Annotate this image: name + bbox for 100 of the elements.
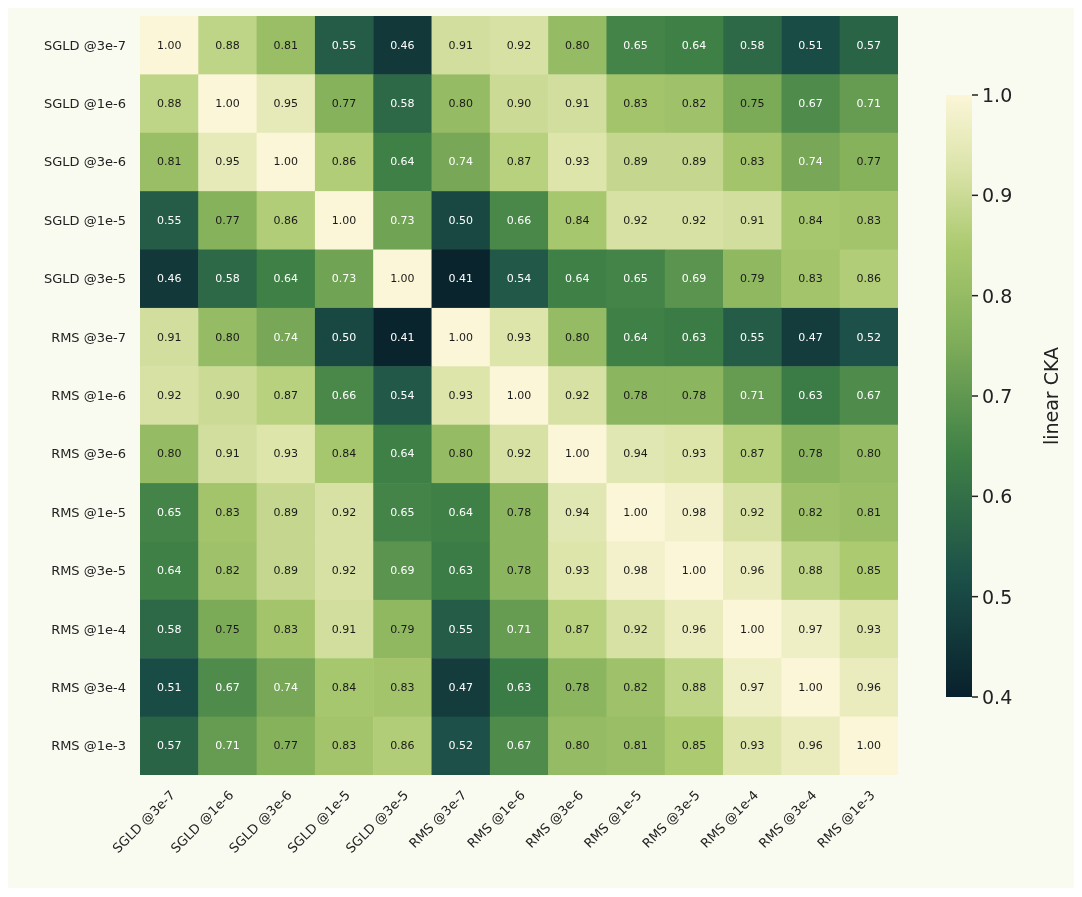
data-label: 0.91: [156, 330, 182, 344]
data-label: 0.87: [565, 622, 590, 636]
data-label: 0.67: [798, 97, 823, 111]
color-bar-label: 0.9: [982, 184, 1013, 207]
y-tick-label: RMS @3e-5: [51, 563, 126, 579]
data-label: 0.69: [390, 564, 415, 578]
data-label: 0.65: [623, 38, 648, 52]
data-label: 0.77: [331, 97, 357, 111]
data-label: 0.66: [331, 389, 357, 402]
data-label: 0.92: [156, 389, 182, 402]
data-label: 0.91: [215, 447, 240, 461]
data-label: 0.55: [331, 38, 357, 52]
data-label: 0.83: [273, 622, 299, 636]
data-label: 0.86: [331, 155, 357, 169]
color-bar-label: 0.8: [982, 284, 1013, 307]
data-label: 0.93: [506, 330, 532, 344]
data-label: 0.65: [390, 505, 415, 519]
data-label: 0.78: [506, 505, 532, 519]
data-label: 0.81: [273, 38, 299, 52]
data-label: 0.94: [623, 447, 648, 461]
data-label: 0.83: [331, 739, 357, 753]
data-label: 0.47: [798, 330, 823, 344]
data-label: 0.86: [390, 739, 415, 753]
data-label: 0.84: [798, 213, 823, 227]
data-label: 0.93: [856, 622, 882, 636]
data-label: 0.86: [856, 272, 882, 286]
data-label: 0.89: [273, 505, 299, 519]
data-label: 0.73: [331, 272, 357, 286]
data-label: 0.92: [565, 389, 590, 402]
data-label: 0.83: [798, 272, 823, 286]
data-label: 0.64: [565, 272, 590, 286]
data-label: 0.64: [273, 272, 299, 286]
data-label: 0.88: [681, 680, 707, 694]
color-bar-label: 0.5: [982, 585, 1013, 608]
data-label: 0.80: [565, 330, 590, 344]
data-label: 0.92: [506, 447, 532, 461]
data-label: 1.00: [506, 389, 532, 402]
data-label: 1.00: [448, 330, 473, 344]
data-label: 0.77: [215, 213, 240, 227]
data-label: 0.93: [448, 389, 473, 402]
y-tick-label: SGLD @1e-6: [44, 96, 126, 112]
data-label: 0.63: [798, 389, 823, 402]
data-label: 0.84: [565, 213, 590, 227]
data-label: 0.54: [390, 389, 415, 402]
data-label: 0.84: [331, 447, 357, 461]
data-label: 0.83: [856, 213, 882, 227]
data-label: 0.83: [390, 680, 415, 694]
data-label: 1.00: [215, 97, 240, 111]
data-label: 0.92: [681, 213, 707, 227]
data-label: 0.96: [856, 680, 882, 694]
data-label: 0.71: [506, 622, 532, 636]
data-label: 0.80: [448, 447, 473, 461]
data-label: 0.82: [215, 564, 240, 578]
color-bar-title: linear CKA: [1040, 346, 1062, 446]
data-label: 1.00: [681, 564, 707, 578]
data-label: 0.80: [156, 447, 182, 461]
data-label: 0.96: [798, 739, 823, 753]
data-label: 0.91: [565, 97, 590, 111]
y-tick-label: RMS @1e-5: [51, 504, 126, 520]
data-label: 0.92: [331, 505, 357, 519]
data-label: 0.78: [565, 680, 590, 694]
y-tick-label: SGLD @3e-6: [44, 154, 126, 170]
data-label: 0.93: [273, 447, 299, 461]
data-label: 0.64: [448, 505, 473, 519]
data-label: 0.91: [331, 622, 357, 636]
data-label: 0.89: [681, 155, 707, 169]
data-label: 0.79: [390, 622, 415, 636]
data-label: 0.74: [273, 680, 299, 694]
data-label: 1.00: [798, 680, 823, 694]
data-label: 0.63: [506, 680, 532, 694]
data-label: 0.98: [623, 564, 648, 578]
data-label: 0.93: [565, 155, 590, 169]
data-label: 1.00: [273, 155, 299, 169]
data-label: 0.63: [681, 330, 707, 344]
data-label: 0.98: [681, 505, 707, 519]
data-label: 0.71: [215, 739, 240, 753]
data-label: 0.51: [156, 680, 182, 694]
data-label: 1.00: [739, 622, 765, 636]
data-label: 0.96: [681, 622, 707, 636]
data-label: 0.69: [681, 272, 707, 286]
data-label: 0.52: [856, 330, 882, 344]
data-label: 0.73: [390, 213, 415, 227]
data-label: 0.41: [448, 272, 473, 286]
data-label: 0.67: [215, 680, 240, 694]
data-label: 0.78: [798, 447, 823, 461]
data-label: 0.71: [856, 97, 882, 111]
data-label: 0.96: [739, 564, 765, 578]
data-label: 0.93: [739, 739, 765, 753]
y-tick-label: SGLD @3e-7: [44, 37, 126, 53]
data-label: 0.75: [215, 622, 240, 636]
data-label: 0.79: [739, 272, 765, 286]
data-label: 0.50: [448, 213, 473, 227]
data-label: 0.64: [623, 330, 648, 344]
data-label: 0.84: [331, 680, 357, 694]
data-label: 0.64: [390, 155, 415, 169]
data-label: 1.00: [390, 272, 415, 286]
data-label: 0.77: [856, 155, 882, 169]
data-label: 0.55: [739, 330, 765, 344]
data-label: 0.46: [156, 272, 182, 286]
data-label: 0.58: [156, 622, 182, 636]
